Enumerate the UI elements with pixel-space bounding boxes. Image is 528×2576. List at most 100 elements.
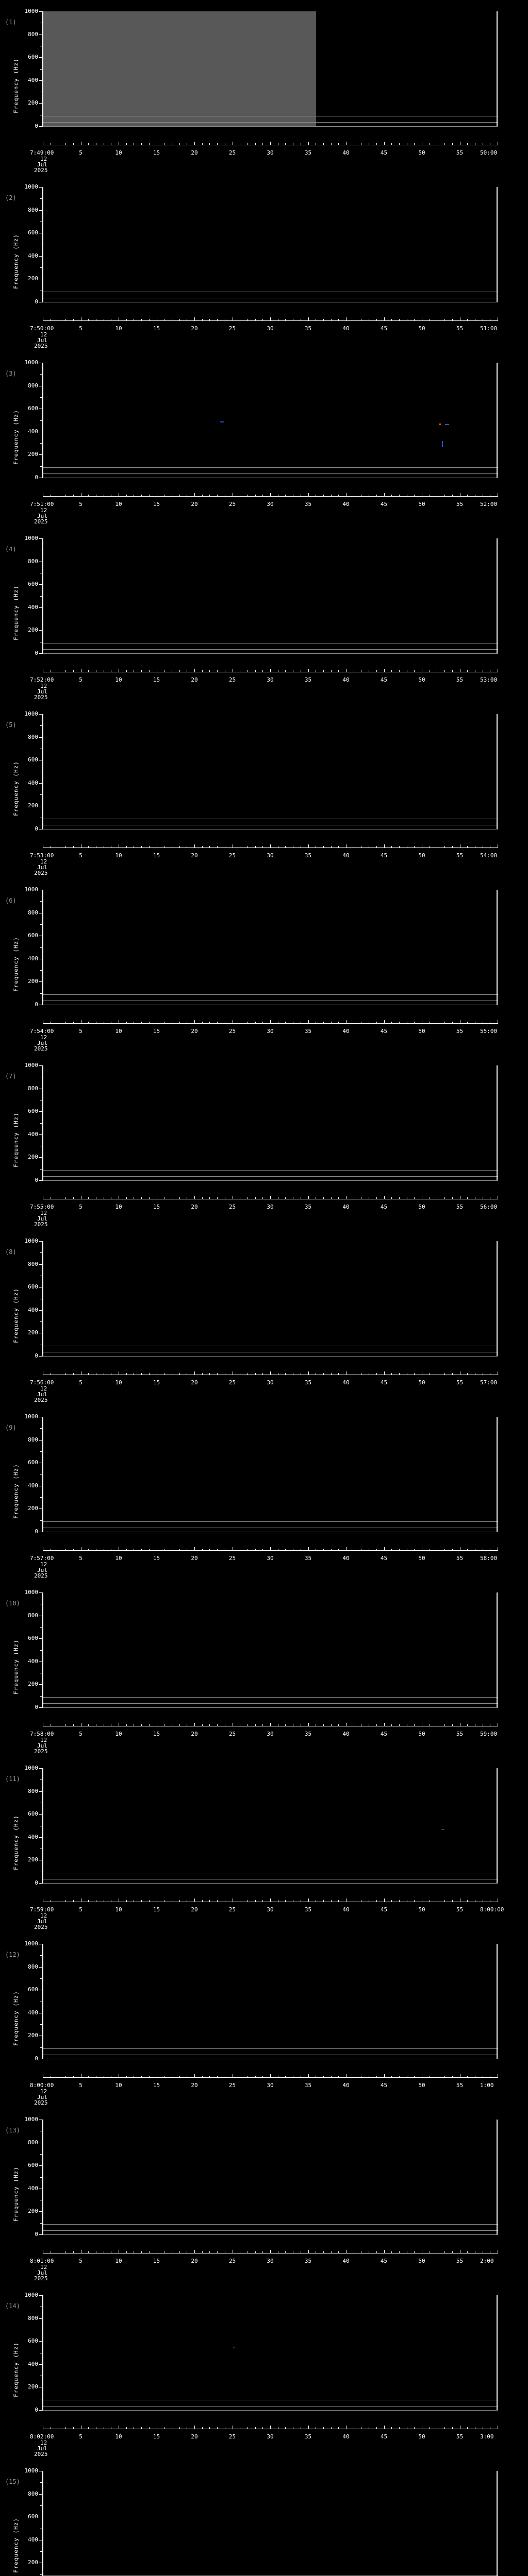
date-line: 12: [40, 1561, 47, 1568]
x-axis-tick-label: 10: [115, 1906, 122, 1913]
x-axis-tick-label: 25: [228, 1731, 236, 1737]
x-axis-tick-label: 20: [191, 1379, 198, 1386]
x-axis-minor-tick: [452, 1373, 453, 1375]
guide-line-0hz: [43, 653, 498, 654]
x-axis-major-tick: [270, 1020, 271, 1024]
x-axis-minor-tick: [467, 1549, 468, 1551]
x-axis-minor-tick: [217, 2427, 218, 2429]
guide-line-0hz: [43, 1883, 498, 1884]
guide-line-35hz: [43, 2230, 498, 2231]
y-axis-tick-label: 0: [35, 1704, 38, 1710]
y-axis-tick-label: 1000: [24, 886, 39, 893]
x-axis-minor-tick: [255, 1900, 256, 1902]
y-axis-spine-left: [42, 1065, 43, 1180]
y-axis-labels: 0 200 400 600 800 1000: [0, 886, 39, 1007]
x-axis-minor-tick: [391, 1197, 392, 1199]
x-axis-minor-tick: [376, 1549, 377, 1551]
x-axis-major-tick: [308, 1196, 309, 1199]
x-axis-minor-tick: [414, 2076, 415, 2078]
x-axis-tick-label: 35: [304, 1204, 312, 1210]
x-axis-minor-tick: [65, 2251, 67, 2253]
x-axis-minor-tick: [391, 1549, 392, 1551]
x-axis-minor-tick: [179, 1022, 180, 1024]
y-axis-tick-label: 200: [28, 1505, 38, 1512]
x-axis-end-label: 53:00: [480, 676, 498, 683]
y-axis-tick-label: 600: [28, 2337, 38, 2345]
date-line: 12: [40, 1912, 47, 1919]
y-axis-labels: 0 200 400 600 800 1000: [0, 1414, 39, 1534]
y-axis-tick-label: 200: [28, 1154, 38, 1161]
x-axis-tick-label: 15: [153, 501, 160, 507]
date-line: 12: [40, 683, 47, 689]
x-axis-tick-label: 20: [191, 2082, 198, 2089]
x-axis-major-tick: [194, 1196, 195, 1199]
y-axis-tick: [39, 783, 43, 784]
x-axis-tick-label: 30: [267, 1028, 274, 1035]
panel-index-label: (14): [5, 2302, 20, 2310]
x-axis-minor-tick: [262, 846, 263, 848]
x-axis-minor-tick: [179, 2251, 180, 2253]
x-axis-minor-tick: [399, 1022, 400, 1024]
x-axis-start-label: 7:56:00: [30, 1379, 54, 1386]
x-axis-minor-tick: [126, 1549, 127, 1551]
x-axis-start-label: 8:02:00: [30, 2433, 54, 2440]
x-axis-tick-label: 5: [79, 2258, 82, 2264]
x-axis-major-tick: [194, 142, 195, 145]
x-axis-date-stack: 12 Jul 2025: [34, 1210, 48, 1227]
x-axis-minor-tick: [399, 1724, 400, 1726]
x-axis-minor-tick: [141, 2251, 142, 2253]
y-axis-labels: 0 200 400 600 800 1000: [0, 1765, 39, 1886]
x-axis-minor-tick: [414, 319, 415, 321]
x-axis-major-tick: [384, 669, 385, 672]
y-axis-labels: 0 200 400 600 800 1000: [0, 535, 39, 656]
x-axis-tick-label: 50: [418, 2082, 425, 2089]
y-axis-minor-tick: [40, 1321, 43, 1323]
x-axis-minor-tick: [285, 495, 286, 497]
x-axis-major-tick: [384, 2074, 385, 2078]
y-axis-minor-tick: [40, 2551, 43, 2552]
x-axis-minor-tick: [323, 1549, 324, 1551]
x-axis-minor-tick: [391, 846, 392, 848]
x-axis-minor-tick: [141, 1549, 142, 1551]
x-axis-date-stack: 12 Jul 2025: [34, 1913, 48, 1930]
y-axis-minor-tick: [40, 2177, 43, 2178]
date-line: Jul: [37, 2269, 47, 2276]
y-axis-spine-left: [42, 187, 43, 302]
date-line: 2025: [34, 2451, 48, 2458]
y-axis-tick: [39, 714, 43, 715]
x-axis-minor-tick: [202, 2427, 203, 2429]
x-axis-minor-tick: [414, 1900, 415, 1902]
x-axis-minor-tick: [73, 1197, 74, 1199]
x-axis-minor-tick: [376, 1022, 377, 1024]
panel-index-label: (11): [5, 1775, 20, 1783]
plot-area: [43, 538, 498, 654]
x-axis-major-tick: [270, 2074, 271, 2078]
y-axis-minor-tick: [40, 1626, 43, 1628]
x-axis-minor-tick: [88, 1549, 89, 1551]
data-artifact: [439, 423, 441, 426]
plot-area: [43, 2295, 498, 2411]
x-axis-tick-label: 50: [418, 149, 425, 156]
y-axis-tick-label: 600: [28, 2513, 38, 2520]
x-axis-minor-tick: [452, 1549, 453, 1551]
x-axis-minor-tick: [262, 2076, 263, 2078]
x-axis-tick-label: 25: [228, 325, 236, 332]
y-axis-spine-right: [497, 1065, 498, 1180]
y-axis-tick-label: 800: [28, 382, 38, 389]
y-axis-minor-tick: [40, 2047, 43, 2048]
guide-line-0hz: [43, 1707, 498, 1708]
y-axis-minor-tick: [40, 420, 43, 421]
x-axis-end-label: 51:00: [480, 325, 498, 332]
x-axis-tick-label: 35: [304, 1555, 312, 1562]
y-axis-tick: [39, 1768, 43, 1769]
plot-area: [43, 1592, 498, 1708]
y-axis-minor-tick: [40, 466, 43, 467]
x-axis-minor-tick: [148, 1900, 150, 1902]
y-axis-spine-right: [497, 890, 498, 1005]
x-axis-tick-label: 55: [456, 325, 464, 332]
x-axis-minor-tick: [331, 1373, 332, 1375]
x-axis-tick-label: 45: [380, 852, 388, 859]
x-axis-minor-tick: [65, 2076, 67, 2078]
y-axis-tick-label: 400: [28, 2360, 38, 2367]
x-axis-tick-label: 15: [153, 1555, 160, 1562]
